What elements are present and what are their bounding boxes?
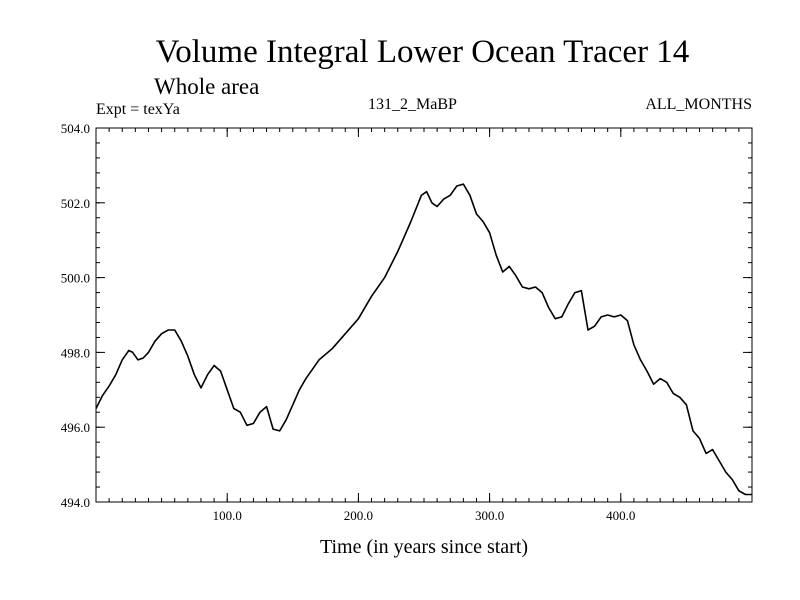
chart-title: Volume Integral Lower Ocean Tracer 14 bbox=[155, 34, 690, 70]
series-group bbox=[95, 183, 752, 496]
x-tick-label: 400.0 bbox=[606, 508, 635, 523]
y-tick-label: 504.0 bbox=[61, 121, 90, 136]
x-tick-label: 300.0 bbox=[475, 508, 504, 523]
y-tick-label: 502.0 bbox=[61, 196, 90, 211]
x-axis-label: Time (in years since start) bbox=[319, 536, 529, 558]
x-tick-label: 100.0 bbox=[213, 508, 242, 523]
y-tick-label: 498.0 bbox=[61, 345, 90, 360]
series-line bbox=[95, 183, 752, 496]
chart-subtitle: Whole area bbox=[154, 74, 260, 99]
experiment-label: Expt = texYa bbox=[96, 101, 180, 118]
plot-frame bbox=[95, 127, 753, 503]
y-tick-label: 500.0 bbox=[61, 271, 90, 286]
period-label: 131_2_MaBP bbox=[368, 96, 457, 113]
tick-labels: 100.0 200.0 300.0 400.0 494.0 496.0 498.0 500.0… bbox=[61, 121, 636, 523]
months-label: ALL_MONTHS bbox=[645, 96, 752, 113]
y-tick-label: 494.0 bbox=[61, 495, 90, 510]
axis-ticks bbox=[96, 127, 752, 503]
x-tick-label: 200.0 bbox=[344, 508, 373, 523]
y-tick-label: 496.0 bbox=[61, 420, 90, 435]
